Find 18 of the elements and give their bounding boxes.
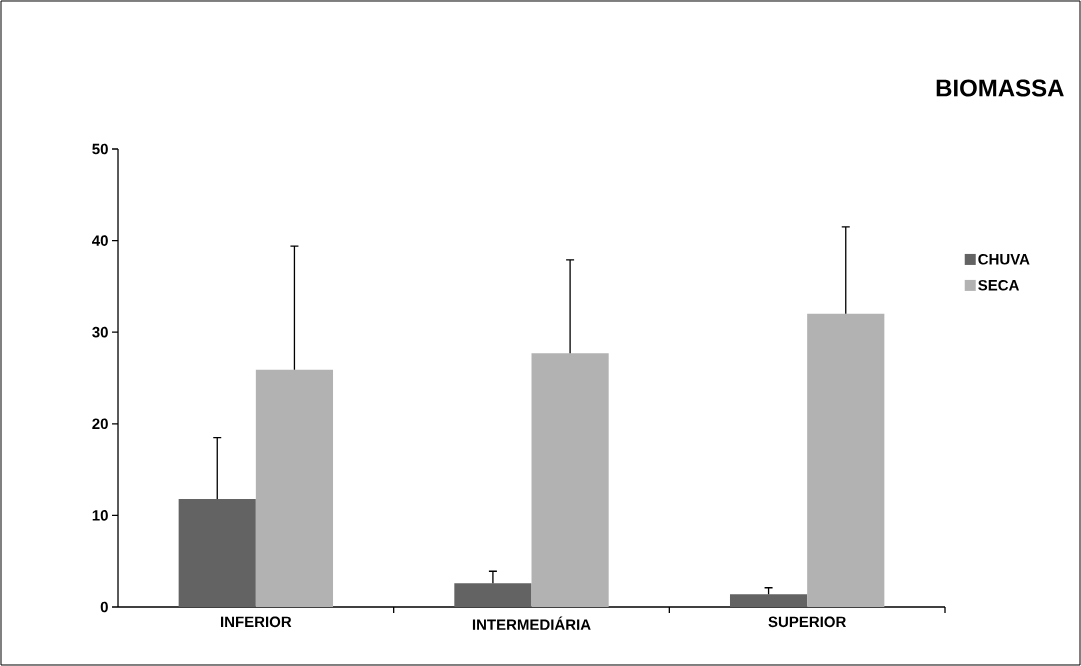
bar xyxy=(531,353,609,607)
y-tick-label: 50 xyxy=(92,143,108,155)
y-tick-label: 10 xyxy=(92,510,108,521)
y-tick-label: 40 xyxy=(92,235,108,246)
bar xyxy=(807,313,885,607)
bar xyxy=(178,498,256,607)
bar xyxy=(454,583,532,607)
y-tick-label: 30 xyxy=(92,326,108,338)
legend-label: SECA xyxy=(978,279,1020,291)
bar xyxy=(255,369,334,607)
legend-label: CHUVA xyxy=(978,253,1030,265)
y-tick-label: 20 xyxy=(92,418,108,430)
bar xyxy=(729,594,808,607)
y-tick-label: 0 xyxy=(100,601,108,613)
text: BIOMASSA xyxy=(936,79,1064,97)
x-tick-label: SUPERIOR xyxy=(768,616,847,628)
x-tick-label: INFERIOR xyxy=(221,616,292,628)
x-tick-label: INTERMEDIÁRIA xyxy=(472,616,591,630)
